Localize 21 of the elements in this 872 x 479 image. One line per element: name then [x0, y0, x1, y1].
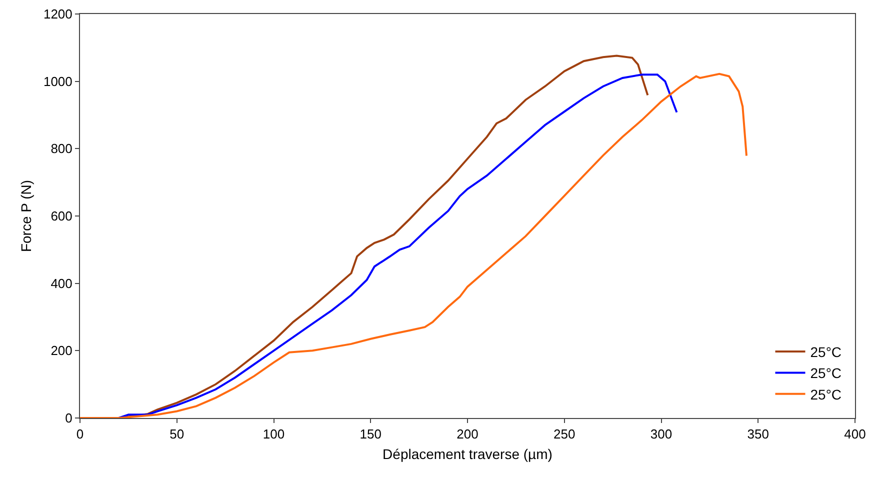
- y-tick-label: 200: [50, 343, 72, 358]
- legend-label: 25°C: [810, 344, 842, 360]
- y-tick-label: 600: [50, 208, 72, 224]
- x-tick-label: 350: [747, 426, 769, 442]
- x-tick-label: 200: [456, 426, 478, 442]
- x-tick-label: 150: [360, 426, 382, 442]
- y-tick-label: 1000: [43, 74, 72, 89]
- legend-label: 25°C: [810, 365, 842, 382]
- x-tick-label: 100: [262, 426, 285, 442]
- y-tick-label: 0: [65, 410, 72, 426]
- x-tick-label: 250: [554, 426, 576, 442]
- x-tick-label: 400: [844, 426, 866, 442]
- legend-label: 25°C: [810, 386, 842, 402]
- x-tick-label: 0: [76, 426, 84, 442]
- x-axis-title: Déplacement traverse (µm): [382, 446, 552, 462]
- y-tick-label: 1200: [43, 6, 72, 22]
- x-tick-label: 300: [650, 426, 672, 442]
- y-axis-title: Force P (N): [18, 180, 34, 252]
- y-tick-label: 400: [50, 276, 72, 291]
- x-tick-label: 50: [170, 426, 184, 442]
- y-tick-label: 800: [50, 141, 72, 156]
